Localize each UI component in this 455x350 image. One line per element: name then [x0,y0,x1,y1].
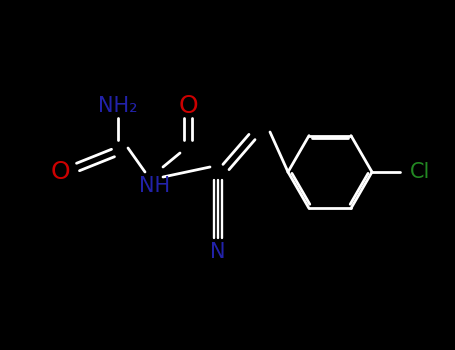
Text: NH₂: NH₂ [98,96,138,116]
Text: NH: NH [139,176,171,196]
Text: Cl: Cl [410,162,430,182]
Text: O: O [178,94,198,118]
Text: O: O [50,160,70,184]
Text: N: N [210,242,226,262]
